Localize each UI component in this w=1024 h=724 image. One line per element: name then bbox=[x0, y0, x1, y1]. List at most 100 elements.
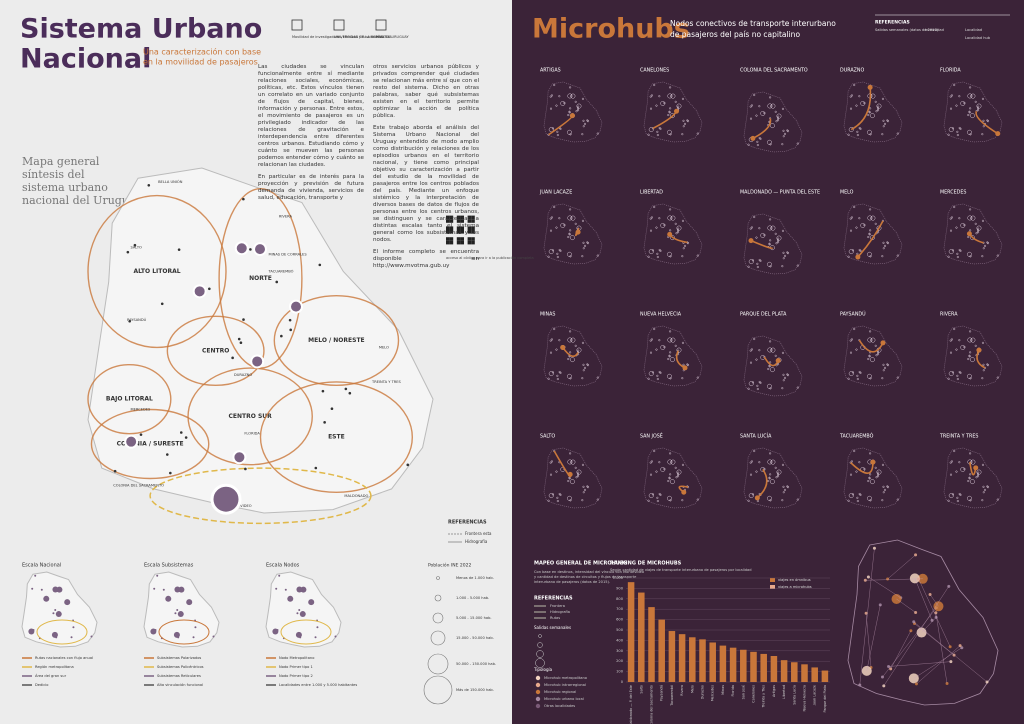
panel-node bbox=[874, 344, 877, 347]
x-tick-label: San José bbox=[741, 685, 745, 699]
qr-cell bbox=[460, 237, 464, 241]
panel-node bbox=[581, 341, 585, 344]
legend-item: Área del gran sur bbox=[35, 673, 67, 678]
panel-node bbox=[860, 100, 866, 106]
qr-cell bbox=[456, 226, 461, 230]
panel-node bbox=[868, 232, 871, 235]
panel-node bbox=[749, 117, 753, 120]
panel-node bbox=[953, 83, 956, 87]
panel-node bbox=[863, 101, 866, 105]
panel-node bbox=[849, 107, 853, 110]
panel-node bbox=[749, 473, 753, 476]
big-link bbox=[896, 598, 916, 613]
node bbox=[234, 241, 249, 256]
panel-node bbox=[669, 479, 675, 485]
city-label: FLORIDA bbox=[244, 432, 260, 436]
panel-node bbox=[656, 496, 659, 499]
panel-label: MERCEDES bbox=[940, 190, 966, 196]
panel-node bbox=[570, 95, 573, 98]
hub-link bbox=[857, 220, 884, 258]
microhub-panel: SAN JOSÉ bbox=[640, 432, 703, 509]
mapping-title: MAPEO GENERAL DE MICROHUBS bbox=[534, 561, 628, 567]
panel-node bbox=[769, 361, 772, 364]
x-tick-label: Juan Lacaze bbox=[813, 685, 817, 706]
panel-label: PARQUE DEL PLATA bbox=[740, 312, 787, 318]
panel-node bbox=[969, 255, 972, 258]
panel-node bbox=[682, 125, 685, 128]
panel-node bbox=[548, 127, 554, 133]
panel-node bbox=[777, 475, 780, 478]
qr-caption: acceso al código para ir a la publicació… bbox=[446, 256, 534, 260]
microhub-panel: RIVERA bbox=[940, 312, 1003, 387]
panel-node bbox=[667, 113, 670, 117]
city-label: PAYSANDÚ bbox=[127, 317, 147, 322]
panel-node bbox=[674, 466, 677, 469]
panel-node bbox=[977, 109, 980, 112]
panel-node bbox=[867, 337, 873, 343]
bar bbox=[821, 670, 829, 682]
panel-outline bbox=[843, 81, 903, 143]
panel-node bbox=[682, 247, 685, 250]
panel-node bbox=[756, 143, 759, 147]
panel-node bbox=[748, 493, 754, 499]
panel-node bbox=[648, 493, 654, 499]
panel-node bbox=[677, 231, 680, 234]
microhub-panel: PAYSANDÚ bbox=[840, 311, 903, 387]
panel-node bbox=[981, 463, 985, 466]
panel-node bbox=[556, 374, 559, 377]
mini-node bbox=[72, 626, 75, 629]
panel-node bbox=[982, 363, 985, 366]
panel-node bbox=[875, 476, 878, 479]
panel-node bbox=[753, 93, 756, 97]
panel-node bbox=[650, 338, 653, 341]
hub-node bbox=[674, 108, 680, 114]
panel-node bbox=[756, 499, 759, 503]
hub-node bbox=[775, 358, 781, 364]
hub-node bbox=[560, 344, 566, 350]
node bbox=[177, 248, 181, 251]
panel-node bbox=[660, 222, 666, 228]
panel-node bbox=[669, 452, 672, 455]
panel-node bbox=[569, 255, 572, 258]
mini-node bbox=[278, 574, 281, 577]
panel-node bbox=[581, 133, 584, 136]
panel-node bbox=[656, 255, 659, 259]
panel-outline bbox=[743, 335, 803, 397]
panel-node bbox=[856, 377, 859, 381]
map-title: Mapa general síntesis del sistema urbano na… bbox=[22, 155, 142, 207]
panel-node bbox=[596, 498, 599, 501]
panel-node bbox=[555, 348, 558, 351]
panel-node bbox=[777, 363, 780, 366]
panel-node bbox=[674, 222, 677, 225]
mini-region bbox=[280, 619, 332, 645]
panel-node bbox=[567, 93, 573, 99]
bar bbox=[678, 634, 686, 682]
panel-node bbox=[681, 133, 684, 136]
paragraph: Este trabajo aborda el análisis del Sist… bbox=[373, 125, 479, 243]
hub-link bbox=[850, 87, 872, 131]
hub-node bbox=[880, 340, 886, 346]
panel-outline bbox=[743, 213, 803, 275]
panel-node bbox=[860, 222, 866, 228]
ref-item: Intensidad bbox=[925, 28, 944, 32]
region-label: ALTO LITORAL bbox=[133, 268, 180, 275]
logo-text: UNIVERSIDAD DE LA REPÚBLICA URUGUAY bbox=[334, 34, 409, 39]
city-label: MALDONADO bbox=[344, 494, 368, 498]
panel-node bbox=[558, 95, 561, 98]
panel-node bbox=[856, 496, 859, 499]
panel-outline bbox=[643, 203, 703, 265]
panel-node bbox=[975, 476, 978, 479]
bar bbox=[638, 592, 645, 682]
panel-node bbox=[681, 341, 685, 344]
panel-node bbox=[547, 377, 550, 380]
scale-caption: Escala Subsistemas bbox=[144, 563, 194, 569]
panel-node bbox=[851, 249, 854, 252]
panel-node bbox=[656, 374, 659, 377]
panel-node bbox=[967, 235, 970, 239]
panel-node bbox=[869, 479, 875, 485]
x-tick-label: Parque del Plata bbox=[823, 685, 827, 713]
size-circle bbox=[535, 658, 545, 668]
hub-node bbox=[973, 465, 979, 471]
panel-node bbox=[786, 485, 789, 488]
panel-node bbox=[869, 255, 872, 258]
